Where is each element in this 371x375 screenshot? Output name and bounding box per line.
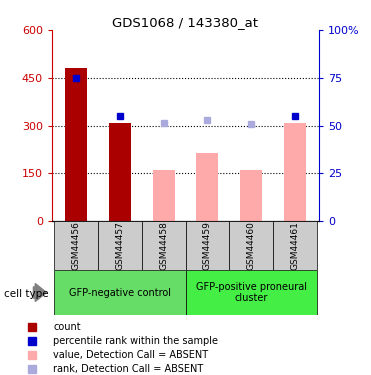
Bar bbox=[186, 221, 229, 270]
Bar bbox=[229, 221, 273, 270]
Bar bbox=[98, 221, 142, 270]
Bar bbox=[65, 68, 87, 221]
Text: percentile rank within the sample: percentile rank within the sample bbox=[53, 336, 218, 346]
Bar bbox=[152, 170, 174, 221]
Text: GFP-positive proneural
cluster: GFP-positive proneural cluster bbox=[196, 282, 307, 303]
Bar bbox=[273, 221, 317, 270]
Bar bbox=[284, 123, 306, 221]
Bar bbox=[54, 221, 98, 270]
Text: value, Detection Call = ABSENT: value, Detection Call = ABSENT bbox=[53, 350, 208, 360]
FancyArrow shape bbox=[33, 284, 46, 302]
Text: GFP-negative control: GFP-negative control bbox=[69, 288, 171, 297]
Bar bbox=[197, 153, 219, 221]
Text: GSM44461: GSM44461 bbox=[290, 221, 299, 270]
Text: rank, Detection Call = ABSENT: rank, Detection Call = ABSENT bbox=[53, 364, 203, 374]
Text: count: count bbox=[53, 322, 81, 332]
Bar bbox=[142, 221, 186, 270]
Bar bbox=[240, 170, 262, 221]
Bar bbox=[54, 270, 186, 315]
Text: GSM44459: GSM44459 bbox=[203, 221, 212, 270]
Text: GSM44460: GSM44460 bbox=[247, 221, 256, 270]
Text: GSM44457: GSM44457 bbox=[115, 221, 124, 270]
Bar bbox=[109, 123, 131, 221]
Bar bbox=[186, 270, 317, 315]
Title: GDS1068 / 143380_at: GDS1068 / 143380_at bbox=[112, 16, 259, 29]
Text: GSM44456: GSM44456 bbox=[72, 221, 81, 270]
Text: cell type: cell type bbox=[4, 289, 48, 298]
Text: GSM44458: GSM44458 bbox=[159, 221, 168, 270]
